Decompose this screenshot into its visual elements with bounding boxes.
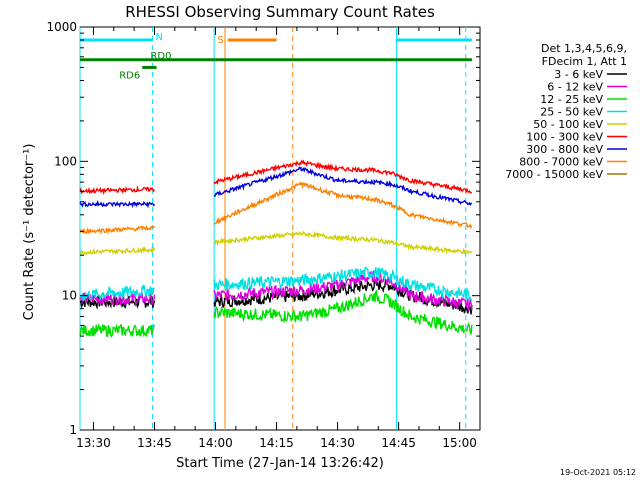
x-tick-label: 14:30	[320, 436, 355, 450]
y-tick-label: 1	[69, 423, 77, 437]
legend-entry-label: 300 - 800 keV	[526, 143, 603, 156]
series-line	[213, 289, 473, 335]
state-bar-label: N	[155, 32, 162, 43]
state-bar-label: RD0	[150, 51, 171, 62]
series-line	[213, 166, 473, 207]
series-line	[213, 266, 473, 302]
legend-entry-label: 100 - 300 keV	[526, 131, 603, 144]
x-tick-label: 13:45	[137, 436, 172, 450]
state-bar-label: S	[217, 35, 223, 46]
legend-entry-label: 12 - 25 keV	[540, 93, 603, 106]
legend-header: FDecim 1, Att 1	[542, 55, 627, 68]
series-line	[79, 225, 156, 235]
legend-entry-label: 6 - 12 keV	[547, 81, 603, 94]
legend-entry-label: 3 - 6 keV	[554, 68, 603, 81]
series-line	[79, 199, 156, 209]
series-line	[79, 185, 156, 196]
x-axis-label: Start Time (27-Jan-14 13:26:42)	[176, 456, 384, 471]
state-bar-label: RD6	[119, 70, 140, 81]
series-line	[213, 181, 473, 229]
y-tick-label: 100	[54, 154, 77, 168]
y-tick-label: 1000	[46, 20, 77, 34]
legend-entry-label: 25 - 50 keV	[540, 106, 603, 119]
y-tick-label: 10	[62, 289, 77, 303]
x-tick-label: 13:30	[76, 436, 111, 450]
x-tick-label: 15:00	[442, 436, 477, 450]
series-line	[79, 322, 156, 338]
series-line	[79, 245, 156, 256]
series-line	[79, 284, 155, 301]
legend-entry-label: 800 - 7000 keV	[519, 156, 603, 169]
series-line	[213, 270, 473, 311]
footer-timestamp: 19-Oct-2021 05:12	[560, 468, 636, 477]
x-tick-label: 14:00	[198, 436, 233, 450]
y-axis-label: Count Rate (s⁻¹ detector⁻¹)	[22, 144, 37, 321]
x-tick-label: 14:15	[259, 436, 294, 450]
series-line	[213, 159, 472, 194]
chart-title: RHESSI Observing Summary Count Rates	[125, 3, 435, 21]
series-line	[213, 230, 473, 255]
legend-header: Det 1,3,4,5,6,9,	[541, 42, 627, 55]
legend-entry-label: 50 - 100 keV	[533, 118, 603, 131]
plot-frame	[79, 26, 481, 431]
legend-entry-label: 7000 - 15000 keV	[505, 168, 603, 181]
series-line	[213, 279, 473, 315]
x-tick-label: 14:45	[381, 436, 416, 450]
